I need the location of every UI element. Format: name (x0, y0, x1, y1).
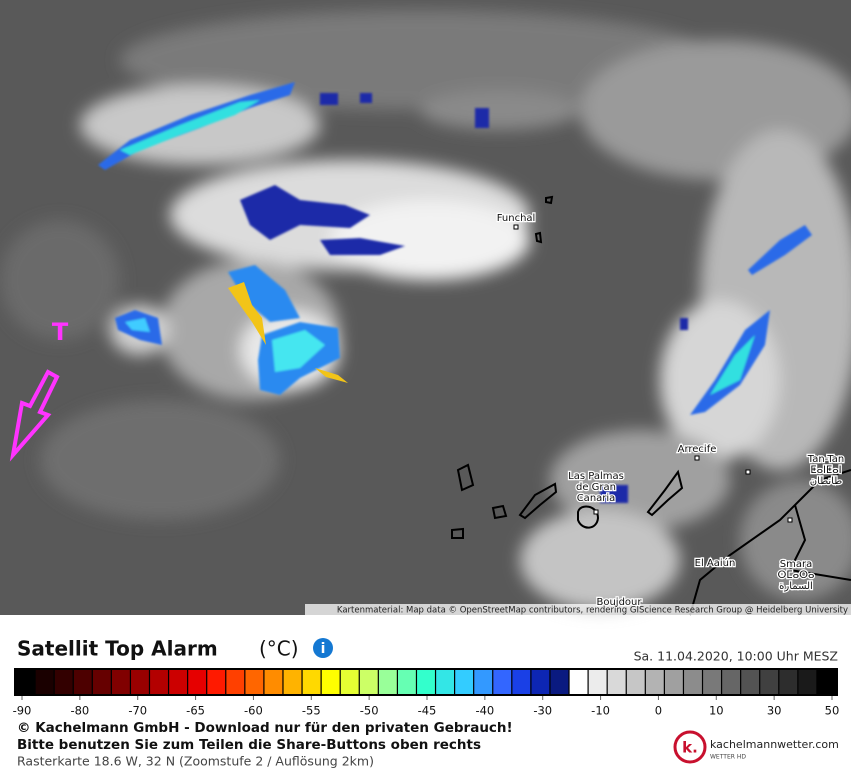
color-cell (626, 670, 645, 694)
color-cell (188, 670, 207, 694)
color-cell (741, 670, 760, 694)
city-dot (593, 509, 599, 515)
color-cell (703, 670, 721, 694)
color-cell (245, 670, 264, 694)
place-label: Las Palmas (568, 471, 624, 482)
scale-tick-label: -90 (13, 704, 32, 718)
color-cell (493, 670, 512, 694)
scale-tick-label: -65 (186, 704, 205, 718)
logo-mark: k. (682, 739, 698, 757)
color-cell (645, 670, 664, 694)
color-cell (207, 670, 226, 694)
place-label: Smara (780, 559, 812, 570)
color-cell (474, 670, 493, 694)
scale-tick-label: -10 (591, 704, 610, 718)
info-icon-circle[interactable] (313, 638, 333, 658)
color-cell (264, 670, 283, 694)
scale-tick-label: -40 (475, 704, 494, 718)
scale-tick-label: 10 (709, 704, 724, 718)
logo-site: kachelmannwetter.com (710, 738, 839, 751)
place-label: طانطان (810, 476, 842, 487)
color-cell (779, 670, 798, 694)
place-label: ⵙⵎⴰⵔⴰ (778, 570, 815, 581)
low-pressure-marker: T (52, 318, 69, 346)
legend-unit: (°C) (259, 637, 299, 661)
map-attribution: Kartenmaterial: Map data © OpenStreetMap… (337, 606, 848, 616)
color-cell (417, 670, 435, 694)
color-cell (817, 670, 836, 694)
city-dot (513, 224, 519, 230)
color-cell (54, 670, 73, 694)
color-cell (684, 670, 702, 694)
color-cell (722, 670, 741, 694)
logo (673, 730, 707, 764)
logo-sub: WETTER HD (710, 754, 746, 761)
color-cell (73, 670, 92, 694)
color-cell (436, 670, 455, 694)
color-cell (302, 670, 321, 694)
color-cell (760, 670, 779, 694)
color-cell (664, 670, 683, 694)
city-dot (694, 455, 700, 461)
scale-tick-label: -30 (533, 704, 552, 718)
city-dot (787, 517, 793, 523)
color-cell (16, 670, 35, 694)
color-cell (150, 670, 168, 694)
raster-info: Rasterkarte 18.6 W, 32 N (Zoomstufe 2 / … (17, 754, 374, 769)
storm-track-arrow (9, 369, 60, 462)
place-label: Arrecife (678, 444, 717, 455)
color-cell (512, 670, 531, 694)
color-cell (569, 670, 588, 694)
color-cell (226, 670, 245, 694)
scale-tick-label: -70 (128, 704, 147, 718)
scale-tick-label: -55 (302, 704, 321, 718)
color-cell (378, 670, 397, 694)
color-cell (340, 670, 359, 694)
coastlines (451, 195, 851, 616)
place-label: Funchal (497, 213, 536, 224)
legend-title: Satellit Top Alarm (17, 637, 218, 661)
scale-tick-label: -50 (360, 704, 379, 718)
scale-tick-label: 30 (767, 704, 782, 718)
color-cell (550, 670, 569, 694)
satellite-map (0, 0, 851, 616)
color-cell (169, 670, 188, 694)
lightning (228, 282, 348, 383)
scale-tick-label: 50 (825, 704, 840, 718)
scale-tick-label: -60 (244, 704, 263, 718)
color-cell (111, 670, 130, 694)
color-cell (607, 670, 626, 694)
city-dot (745, 469, 751, 475)
color-cell (131, 670, 149, 694)
color-cell (455, 670, 474, 694)
scale-tick-label: 0 (655, 704, 662, 718)
copyright: © Kachelmann GmbH - Download nur für den… (17, 720, 513, 736)
place-label: El Aaiún (695, 557, 736, 569)
color-cell (92, 670, 111, 694)
info-icon[interactable]: i (321, 641, 326, 657)
place-label: de Gran (576, 482, 616, 493)
timestamp: Sa. 11.04.2020, 10:00 Uhr MESZ (634, 649, 838, 664)
place-label: Canaria (577, 493, 616, 504)
color-cell (588, 670, 607, 694)
share-note: Bitte benutzen Sie zum Teilen die Share-… (17, 737, 481, 753)
scale-tick-label: -45 (418, 704, 437, 718)
color-cell (321, 670, 340, 694)
place-label: Boujdour (596, 597, 642, 608)
color-cell (798, 670, 817, 694)
color-cell (531, 670, 550, 694)
attribution-bg (305, 604, 851, 615)
place-label: Tan-Tan (807, 454, 845, 465)
color-cell (397, 670, 416, 694)
color-cell (283, 670, 302, 694)
scale-tick-label: -80 (70, 704, 89, 718)
place-label: ⵟⴰⵏⵟⴰⵏ (810, 465, 841, 476)
place-label: السمارة (779, 581, 813, 592)
color-cell (35, 670, 54, 694)
cold-cloud-tops (98, 82, 812, 503)
color-cell (359, 670, 378, 694)
